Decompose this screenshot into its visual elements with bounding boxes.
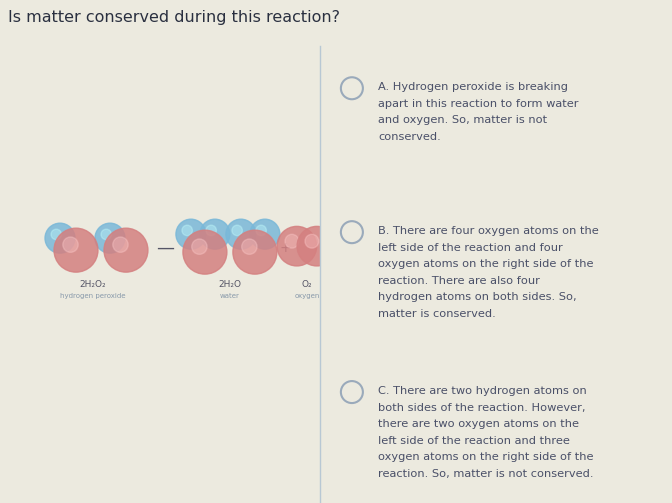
Circle shape — [51, 229, 62, 239]
Circle shape — [45, 223, 75, 253]
Circle shape — [101, 229, 112, 239]
Circle shape — [192, 239, 207, 255]
Circle shape — [305, 234, 319, 248]
Text: —: — — [156, 239, 174, 257]
Circle shape — [95, 223, 125, 253]
Text: 2H₂O: 2H₂O — [218, 280, 241, 289]
Circle shape — [113, 237, 128, 253]
Circle shape — [232, 225, 243, 236]
Circle shape — [54, 228, 98, 272]
Text: conserved.: conserved. — [378, 132, 441, 142]
Text: apart in this reaction to form water: apart in this reaction to form water — [378, 99, 579, 109]
Text: reaction. So, matter is not conserved.: reaction. So, matter is not conserved. — [378, 468, 593, 478]
Circle shape — [242, 239, 257, 255]
Text: 2H₂O₂: 2H₂O₂ — [80, 280, 106, 289]
Text: B. There are four oxygen atoms on the: B. There are four oxygen atoms on the — [378, 226, 599, 236]
Text: A. Hydrogen peroxide is breaking: A. Hydrogen peroxide is breaking — [378, 82, 568, 92]
Text: there are two oxygen atoms on the: there are two oxygen atoms on the — [378, 419, 579, 429]
Circle shape — [226, 219, 256, 249]
Circle shape — [182, 225, 192, 236]
Circle shape — [277, 226, 317, 266]
Text: both sides of the reaction. However,: both sides of the reaction. However, — [378, 402, 585, 412]
Circle shape — [104, 228, 148, 272]
Circle shape — [206, 225, 216, 236]
Circle shape — [250, 219, 280, 249]
Circle shape — [62, 237, 78, 253]
Text: water: water — [220, 293, 240, 299]
Text: and oxygen. So, matter is not: and oxygen. So, matter is not — [378, 115, 547, 125]
Text: +: + — [279, 241, 291, 255]
Text: left side of the reaction and four: left side of the reaction and four — [378, 242, 562, 253]
Circle shape — [176, 219, 206, 249]
Text: matter is conserved.: matter is conserved. — [378, 309, 496, 318]
Text: Is matter conserved during this reaction?: Is matter conserved during this reaction… — [8, 10, 340, 25]
Text: left side of the reaction and three: left side of the reaction and three — [378, 436, 570, 446]
Circle shape — [297, 226, 337, 266]
Text: reaction. There are also four: reaction. There are also four — [378, 276, 540, 286]
Text: oxygen atoms on the right side of the: oxygen atoms on the right side of the — [378, 452, 593, 462]
Circle shape — [256, 225, 266, 236]
Text: oxygen atoms on the right side of the: oxygen atoms on the right side of the — [378, 259, 593, 269]
Circle shape — [233, 230, 277, 274]
Text: oxygen: oxygen — [294, 293, 319, 299]
Text: hydrogen peroxide: hydrogen peroxide — [60, 293, 126, 299]
Text: O₂: O₂ — [302, 280, 312, 289]
Circle shape — [200, 219, 230, 249]
Text: C. There are two hydrogen atoms on: C. There are two hydrogen atoms on — [378, 386, 587, 396]
Circle shape — [285, 234, 299, 248]
Text: hydrogen atoms on both sides. So,: hydrogen atoms on both sides. So, — [378, 292, 577, 302]
Circle shape — [183, 230, 227, 274]
